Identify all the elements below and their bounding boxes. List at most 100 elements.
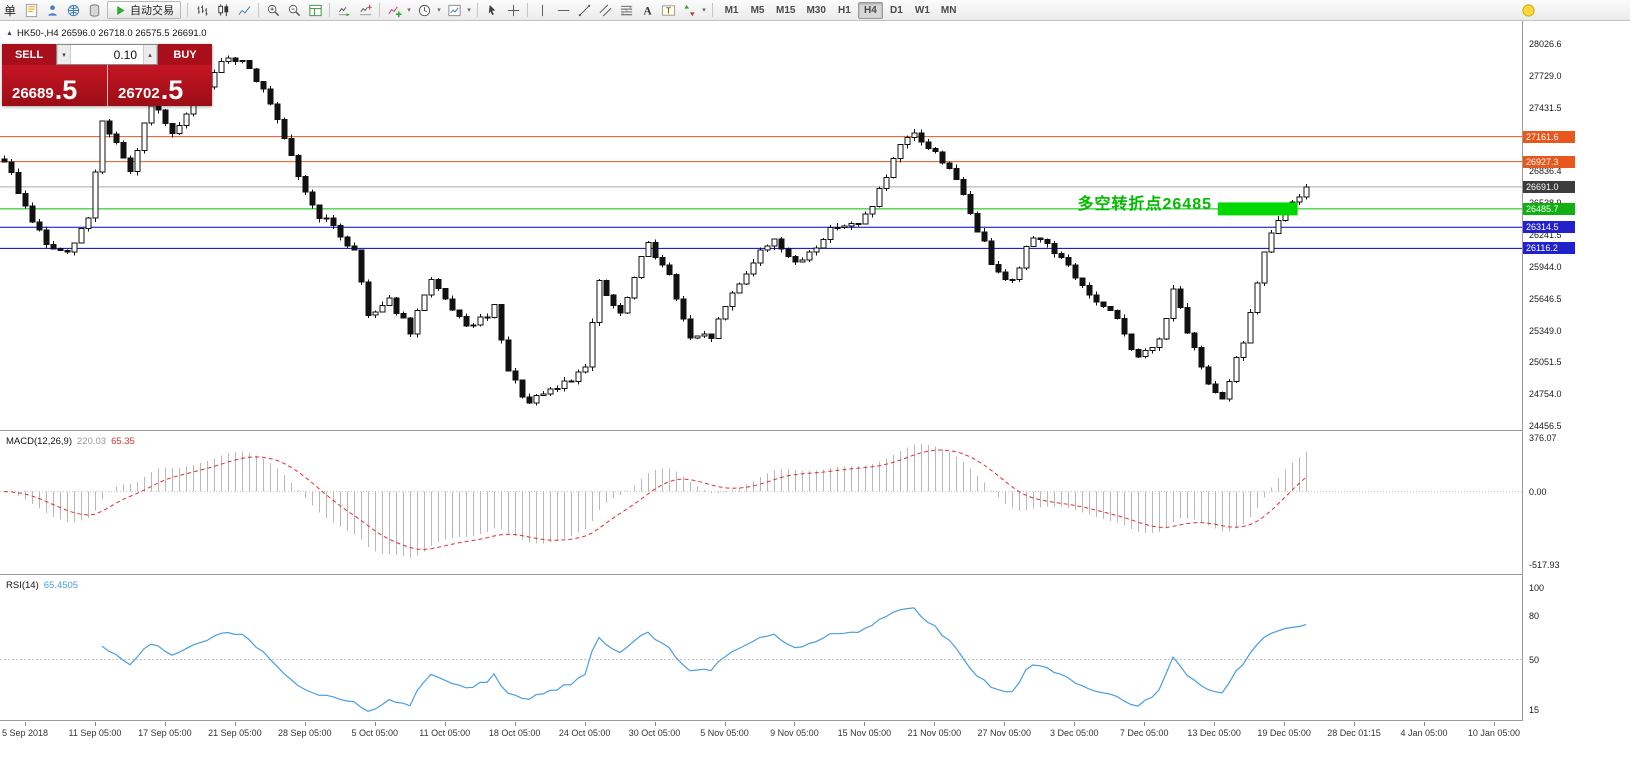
time-axis-label: 24 Oct 05:00 (558, 728, 611, 738)
channel-icon[interactable] (595, 1, 615, 19)
time-axis-label: 30 Oct 05:00 (628, 728, 681, 738)
autotrade-play-icon (117, 5, 125, 15)
volume-decrease-button[interactable]: ▾ (57, 45, 71, 64)
time-axis-label: 10 Jan 05:00 (1467, 728, 1520, 738)
time-tick (1004, 722, 1006, 726)
tf-button-M1[interactable]: M1 (719, 2, 744, 19)
auto-trading-button[interactable]: 自动交易 (107, 1, 182, 19)
accounts-icon[interactable] (42, 1, 62, 19)
rsi-scale-label: 80 (1529, 611, 1540, 622)
time-axis-label: 18 Oct 05:00 (488, 728, 541, 738)
time-tick (444, 722, 446, 726)
macd-scale-label: 376.07 (1529, 433, 1557, 444)
time-tick (794, 722, 796, 726)
time-axis-label: 15 Nov 05:00 (837, 728, 892, 738)
dropdown-arrow-icon[interactable]: ▾ (467, 7, 471, 14)
time-axis-label: 3 Dec 05:00 (1049, 728, 1099, 738)
price-tick-label: 27431.5 (1529, 102, 1562, 113)
price-scale[interactable]: 28026.627729.027431.527134.026836.426538… (1522, 21, 1630, 721)
top-toolbar: 单 自动交易 ▾ ▾ ▾ A T ▾ M1 M5 M15 M30 H1 H4 D1 W1 MN (0, 0, 1630, 21)
pane-separator[interactable] (0, 430, 1630, 431)
horizontal-line-icon[interactable] (553, 1, 573, 19)
arrows-icon[interactable] (679, 1, 699, 19)
time-tick (234, 722, 236, 726)
time-tick (1354, 722, 1356, 726)
buy-price[interactable]: 26702.5 (107, 65, 212, 106)
macd-scale-label: -517.93 (1529, 560, 1560, 571)
tf-button-H1[interactable]: H1 (832, 2, 857, 19)
vertical-line-icon[interactable] (532, 1, 552, 19)
time-axis[interactable]: 5 Sep 2018 11 Sep 05:00 17 Sep 05:00 21 Sep… (0, 722, 1630, 744)
tf-button-M30[interactable]: M30 (801, 2, 830, 19)
buy-button[interactable]: BUY (158, 44, 212, 65)
tf-button-D1[interactable]: D1 (884, 2, 909, 19)
zoom-out-icon[interactable] (284, 1, 304, 19)
cursor-icon[interactable] (482, 1, 502, 19)
tf-button-M15[interactable]: M15 (771, 2, 800, 19)
volume-field[interactable]: ▾ 0.10 ▴ (56, 44, 158, 65)
rsi-canvas[interactable] (0, 576, 1522, 720)
time-axis-label: 27 Nov 05:00 (977, 728, 1032, 738)
price-tick-label: 26241.5 (1529, 230, 1562, 240)
price-tick-label: 25944.0 (1529, 261, 1562, 272)
price-tick-label: 27729.0 (1529, 70, 1562, 81)
annotation-text[interactable]: 多空转折点26485 (1077, 196, 1212, 213)
svg-text:A: A (643, 5, 652, 17)
pane-separator[interactable] (0, 574, 1630, 575)
candlestick-chart-icon[interactable] (213, 1, 233, 19)
sell-price[interactable]: 26689.5 (2, 65, 107, 106)
tile-windows-icon[interactable] (305, 1, 325, 19)
time-axis-label: 28 Dec 01:15 (1327, 728, 1381, 738)
time-axis-label: 5 Oct 05:00 (351, 728, 399, 738)
trendline-icon[interactable] (574, 1, 594, 19)
trade-panel-prices: 26689.5 26702.5 (2, 65, 212, 106)
toolbar-separator (527, 3, 529, 17)
chart-title: ▲ HK50-,H4 26596.0 26718.0 26575.5 26691… (6, 28, 207, 39)
web-icon[interactable] (63, 1, 83, 19)
tf-button-M5[interactable]: M5 (745, 2, 770, 19)
price-badge: 26691.0 (1523, 180, 1575, 193)
tf-button-W1[interactable]: W1 (910, 2, 935, 19)
fibonacci-icon[interactable] (616, 1, 636, 19)
new-order-icon[interactable] (21, 1, 41, 19)
crosshair-icon[interactable] (503, 1, 523, 19)
periods-icon[interactable] (414, 1, 434, 19)
time-tick (94, 722, 96, 726)
templates-icon[interactable] (444, 1, 464, 19)
toolbar-separator (187, 3, 189, 17)
sell-button[interactable]: SELL (2, 44, 56, 65)
add-indicator-icon (384, 1, 404, 19)
auto-scroll-icon[interactable] (334, 1, 354, 19)
line-chart-icon[interactable] (234, 1, 254, 19)
tf-button-MN[interactable]: MN (936, 2, 962, 19)
time-tick (514, 722, 516, 726)
volume-value[interactable]: 0.10 (113, 47, 137, 62)
history-data-icon[interactable] (84, 1, 104, 19)
tf-button-H4[interactable]: H4 (857, 1, 883, 19)
help-icon[interactable] (1518, 1, 1538, 19)
collapse-icon[interactable]: ▲ (6, 30, 13, 37)
zoom-in-icon[interactable] (263, 1, 283, 19)
chart-shift-icon[interactable] (355, 1, 375, 19)
time-tick (1074, 722, 1076, 726)
price-tick-label: 25051.5 (1529, 357, 1562, 368)
svg-text:T: T (665, 5, 670, 15)
time-axis-label: 19 Dec 05:00 (1257, 728, 1311, 738)
text-label-icon[interactable]: T (658, 1, 678, 19)
toolbar-separator (258, 3, 260, 17)
dropdown-arrow-icon[interactable]: ▾ (702, 7, 706, 14)
price-chart-canvas[interactable] (0, 21, 1522, 430)
text-icon[interactable]: A (637, 1, 657, 19)
volume-increase-button[interactable]: ▴ (143, 45, 157, 64)
bar-chart-icon[interactable] (192, 1, 212, 19)
toolbar-separator (379, 3, 381, 17)
trade-panel-top-row: SELL ▾ 0.10 ▴ BUY (2, 44, 212, 65)
time-tick (1424, 722, 1425, 726)
macd-label: MACD(12,26,9) 220.03 65.35 (6, 436, 135, 447)
dropdown-arrow-icon[interactable]: ▾ (407, 7, 411, 14)
time-axis-label: 28 Sep 05:00 (278, 728, 332, 738)
time-tick (934, 722, 936, 726)
macd-canvas[interactable] (0, 432, 1522, 574)
buy-price-large: .5 (160, 75, 184, 105)
dropdown-arrow-icon[interactable]: ▾ (437, 7, 441, 14)
